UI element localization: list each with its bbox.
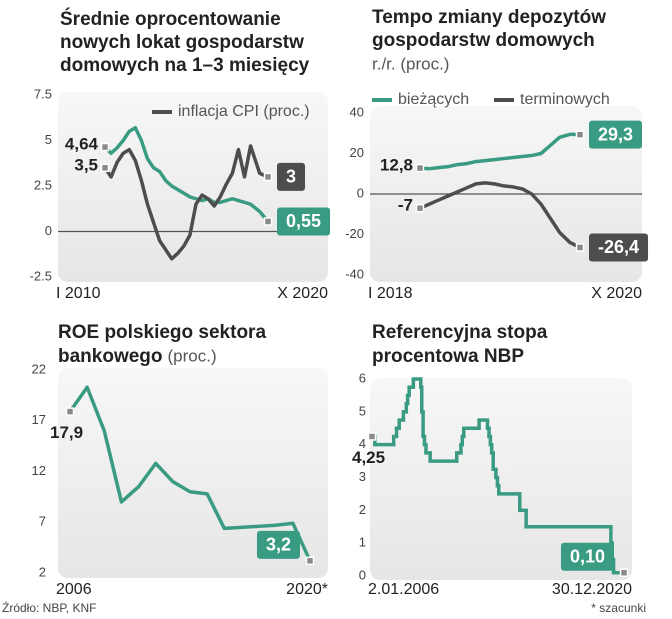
series-line [419, 132, 581, 171]
point-marker [575, 243, 585, 252]
point-marker [415, 203, 425, 213]
value-label: -7 [398, 196, 413, 215]
y-tick-label: 1 [359, 535, 366, 550]
value-label: 3 [286, 167, 296, 187]
point-marker [575, 130, 585, 139]
y-tick-label: 22 [32, 361, 46, 376]
value-label: 4,64 [65, 135, 99, 154]
chart-title: nowych lokat gospodarstw [60, 32, 304, 53]
series-line [103, 144, 269, 261]
y-tick-label: 7 [39, 514, 46, 529]
value-label: 4,25 [352, 448, 385, 467]
legend-label: inflacja CPI (proc.) [178, 103, 310, 120]
y-tick-label: 2 [359, 502, 366, 517]
x-tick-label: 2006 [56, 581, 92, 598]
chart-title: gospodarstw domowych [372, 30, 595, 51]
source: Źródło: NBP, KNF [2, 600, 96, 615]
value-label-box [589, 120, 643, 149]
chart-title: procentowa NBP [372, 346, 524, 367]
y-tick-label: -2.5 [30, 268, 52, 283]
value-label: -26,4 [598, 237, 639, 257]
y-tick-label: 0 [45, 223, 52, 238]
y-tick-label: 5 [359, 403, 366, 418]
legend-label: terminowych [520, 91, 610, 108]
value-label-box [256, 530, 300, 559]
footnote: * szacunki [591, 601, 646, 615]
y-tick-label: 3 [359, 469, 366, 484]
point-marker [100, 163, 110, 173]
chart-subtitle: (proc.) [168, 346, 217, 365]
value-label: 3,2 [266, 535, 291, 555]
value-label: 12,8 [380, 156, 413, 175]
series-line [68, 385, 312, 562]
value-label: 0,55 [286, 211, 321, 231]
chart-title: Średnie oprocentowanie [60, 8, 281, 30]
y-tick-label: 6 [359, 370, 366, 385]
y-tick-label: 5 [45, 132, 52, 147]
value-label-box [277, 162, 306, 191]
x-tick-label: X 2020 [277, 285, 328, 302]
chart-title: bankowego [58, 346, 163, 367]
value-label: 29,3 [598, 124, 633, 144]
point-marker [65, 407, 75, 416]
chart-title: domowych na 1–3 miesięcy [60, 55, 310, 76]
point-marker [263, 217, 273, 226]
x-tick-label: 2020* [286, 581, 328, 598]
legend-label: bieżących [398, 91, 469, 108]
y-tick-label: 4 [359, 436, 366, 451]
chart-title: ROE polskiego sektora [58, 322, 266, 343]
y-tick-label: -40 [345, 266, 364, 281]
value-label: 0,10 [570, 546, 605, 566]
point-marker [263, 172, 273, 182]
x-tick-label: X 2020 [591, 285, 642, 302]
x-tick-label: 2.01.2006 [368, 581, 439, 598]
chart-title: Referencyjna stopa [372, 322, 548, 343]
chart-title: Tempo zmiany depozytów [372, 7, 606, 28]
x-tick-label: I 2018 [368, 285, 413, 302]
point-marker [619, 568, 629, 577]
y-tick-label: 2 [39, 564, 46, 579]
series-line [103, 126, 270, 223]
y-tick-label: 2.5 [34, 177, 52, 192]
plot-background [370, 378, 632, 580]
chart-subtitle: r./r. (proc.) [372, 54, 449, 73]
y-tick-label: 20 [350, 145, 364, 160]
value-label-box [560, 542, 614, 571]
x-tick-label: I 2010 [56, 285, 101, 302]
point-marker [305, 556, 315, 566]
value-label-box [277, 207, 331, 236]
point-marker [367, 432, 377, 441]
value-label-box [589, 233, 649, 262]
point-marker [415, 163, 425, 173]
point-marker [100, 142, 110, 152]
x-tick-label: 30.12.2020 [552, 581, 632, 598]
value-label: 17,9 [50, 423, 83, 442]
y-tick-label: 40 [350, 104, 364, 119]
value-label: 3,5 [74, 155, 98, 174]
y-tick-label: 0 [359, 567, 366, 582]
y-tick-label: 12 [32, 463, 46, 478]
series-line [419, 181, 581, 250]
y-tick-label: 17 [32, 412, 46, 427]
y-tick-label: 0 [357, 185, 364, 200]
y-tick-label: 7.5 [34, 86, 52, 101]
y-tick-label: -20 [345, 226, 364, 241]
